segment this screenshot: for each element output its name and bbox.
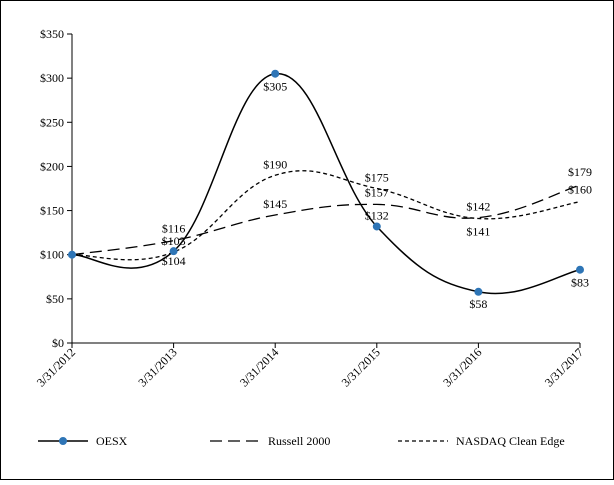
data-label-oesx: $83 [571, 276, 589, 290]
data-label-nasdaq-clean-edge: $175 [365, 171, 389, 185]
data-label-russell-2000: $142 [466, 200, 490, 214]
data-label-oesx: $58 [469, 297, 487, 311]
y-tick-label: $50 [46, 292, 64, 306]
data-label-nasdaq-clean-edge: $141 [466, 225, 490, 239]
y-tick-label: $300 [40, 71, 64, 85]
legend: OESX Russell 2000 NASDAQ Clean Edge [38, 434, 565, 448]
series-line-nasdaq-clean-edge [71, 170, 581, 261]
y-tick-label: $250 [40, 115, 64, 129]
legend-label-nasdaq-clean-edge: NASDAQ Clean Edge [456, 434, 565, 448]
y-tick-label: $150 [40, 204, 64, 218]
legend-label-russell-2000: Russell 2000 [268, 434, 330, 448]
data-label-oesx: $132 [365, 208, 389, 222]
y-tick-label: $0 [52, 336, 64, 350]
data-point-oesx [169, 247, 178, 256]
data-label-russell-2000: $157 [365, 185, 389, 199]
y-tick-label: $350 [40, 27, 64, 41]
data-label-nasdaq-clean-edge: $160 [568, 183, 592, 197]
data-label-russell-2000: $145 [263, 197, 287, 211]
legend-label-oesx: OESX [96, 434, 128, 448]
data-labels: $116 $145 $157 $142 $179 $103 $190 $175 $141 $160… [162, 80, 592, 311]
y-tick-label: $100 [40, 248, 64, 262]
y-tick-label: $200 [40, 159, 64, 173]
data-point-oesx [271, 69, 280, 78]
data-point-oesx [68, 250, 76, 259]
data-label-oesx: $305 [263, 80, 287, 94]
data-label-russell-2000: $116 [162, 222, 186, 236]
data-point-oesx [474, 287, 483, 296]
data-label-nasdaq-clean-edge: $103 [162, 234, 186, 248]
data-point-oesx [576, 265, 584, 274]
data-label-oesx: $104 [162, 254, 186, 268]
data-point-oesx [372, 222, 381, 231]
series-line-russell-2000 [71, 184, 581, 256]
data-label-russell-2000: $179 [568, 165, 592, 179]
legend-marker-oesx [59, 437, 67, 445]
data-label-nasdaq-clean-edge: $190 [263, 157, 287, 171]
series-layer [68, 69, 584, 296]
